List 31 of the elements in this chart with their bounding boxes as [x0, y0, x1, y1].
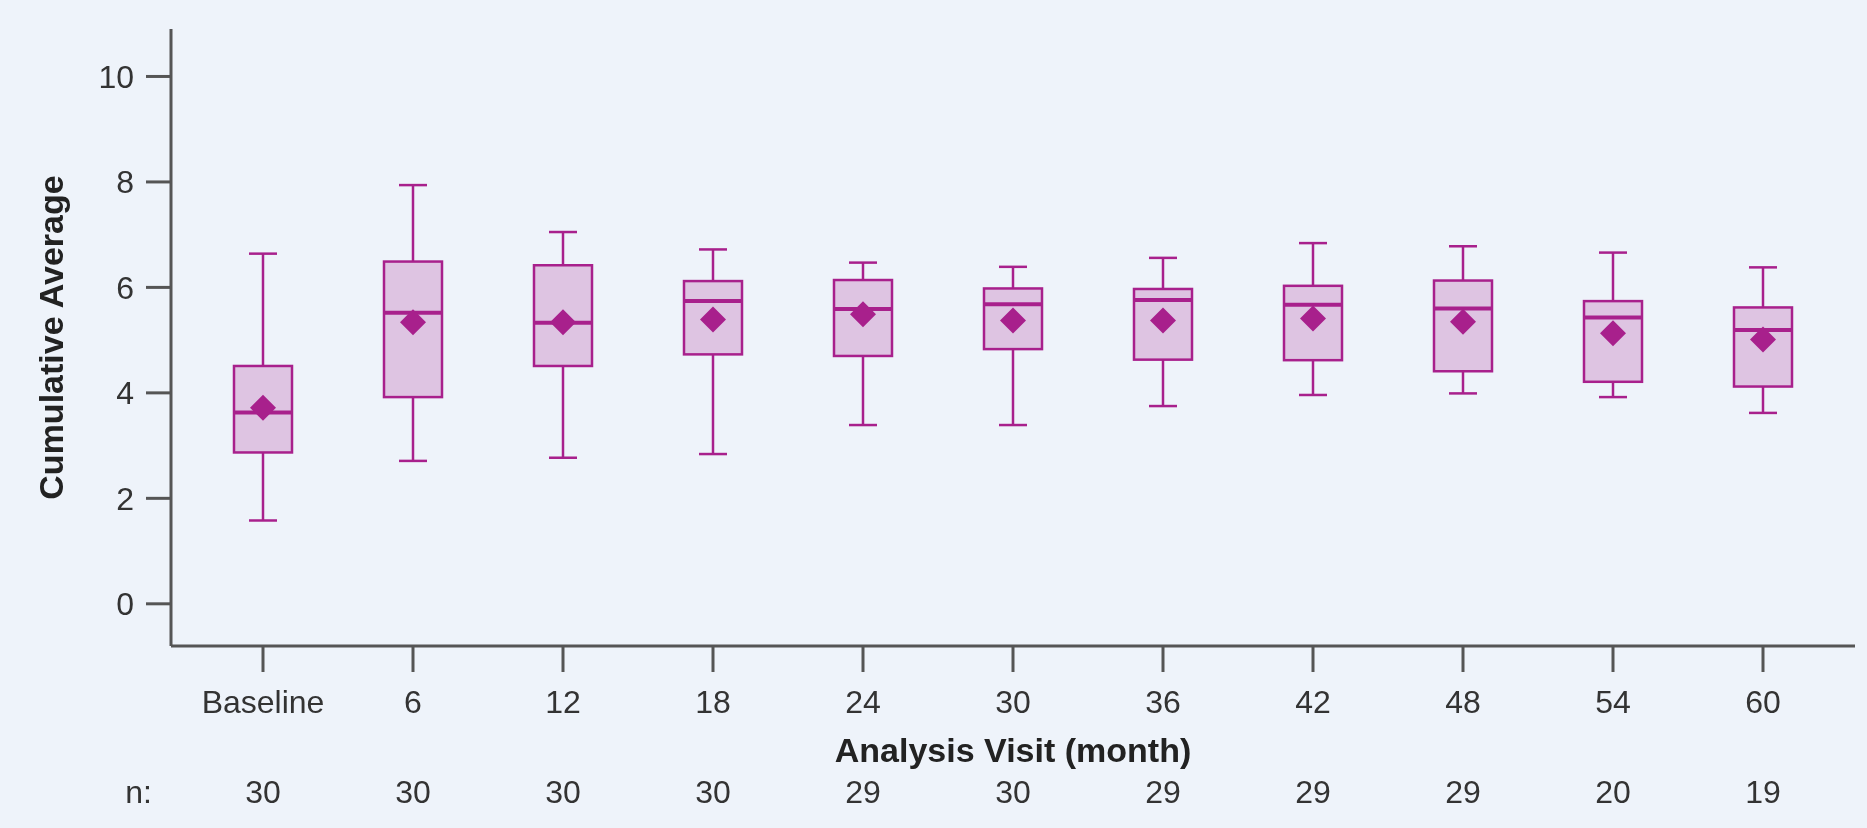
text: 30	[395, 773, 431, 810]
x-tick-label: 36	[1145, 683, 1181, 720]
text: n:	[125, 774, 152, 811]
y-tick-label: 8	[116, 164, 134, 201]
y-axis-title: Cumulative Average	[32, 175, 71, 500]
text: 29	[1295, 773, 1331, 810]
x-tick-label: 24	[845, 683, 881, 720]
x-tick-label: 60	[1745, 683, 1781, 720]
x-tick-label: 54	[1595, 683, 1631, 720]
x-tick-label: 18	[695, 683, 731, 720]
x-tick-label: Baseline	[201, 683, 325, 720]
y-tick-label: 2	[116, 480, 134, 517]
x-tick-label: 12	[545, 683, 581, 720]
x-tick-label: 42	[1295, 683, 1331, 720]
y-tick-label: 4	[116, 375, 134, 412]
text: 29	[1445, 773, 1481, 810]
text: 19	[1745, 773, 1781, 810]
text: 30	[695, 773, 731, 810]
text: 30	[995, 773, 1031, 810]
y-tick-label: 10	[98, 58, 134, 95]
x-axis-title: Analysis Visit (month)	[834, 731, 1192, 769]
y-tick-label: 0	[116, 586, 134, 623]
text: 30	[545, 773, 581, 810]
y-tick-label: 6	[116, 269, 134, 306]
x-tick-label: 6	[404, 683, 422, 720]
text: 29	[1145, 773, 1181, 810]
text: 30	[245, 773, 281, 810]
text: 29	[845, 773, 881, 810]
text: 20	[1595, 773, 1631, 810]
x-tick-label: 30	[995, 683, 1031, 720]
x-tick-label: 48	[1445, 683, 1481, 720]
